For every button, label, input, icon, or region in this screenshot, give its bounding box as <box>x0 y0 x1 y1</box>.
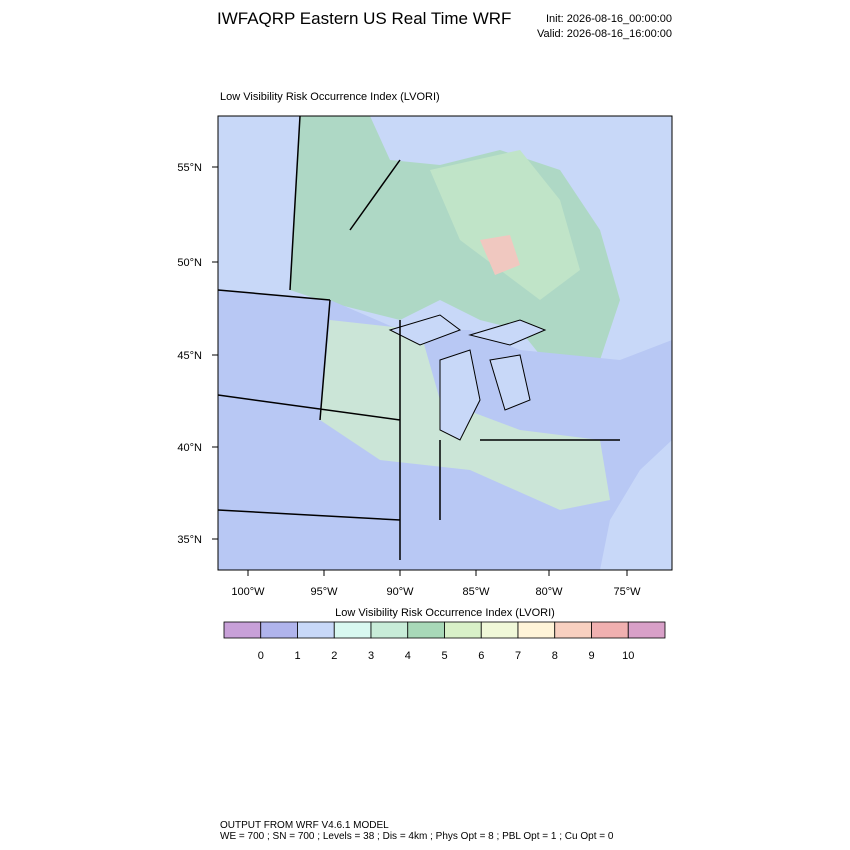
colorbar-box <box>297 621 335 639</box>
lake <box>468 319 547 346</box>
colorbar-box <box>627 621 666 639</box>
colorbar-label: 4 <box>405 650 411 662</box>
lat-label: 35°N <box>177 534 202 546</box>
lat-label: 40°N <box>177 442 202 454</box>
colorbar-box <box>517 621 556 639</box>
colorbar-label: 6 <box>478 650 484 662</box>
lon-label: 95°W <box>310 586 338 598</box>
lat-label: 55°N <box>177 162 202 174</box>
footer-line: WE = 700 ; SN = 700 ; Levels = 38 ; Dis … <box>220 831 614 842</box>
colorbar-label: 5 <box>441 650 447 662</box>
colorbar-box <box>480 621 519 639</box>
colorbar-label: 1 <box>294 650 300 662</box>
colorbar-box <box>554 621 592 639</box>
lake <box>489 354 531 411</box>
footer-line: OUTPUT FROM WRF V4.6.1 MODEL <box>220 820 389 831</box>
colorbar: 0 1 2 3 4 5 6 7 8 9 10 <box>223 621 666 662</box>
colorbar-box <box>223 621 262 639</box>
colorbar-label: 2 <box>331 650 337 662</box>
map-frame <box>217 115 673 571</box>
colorbar-box <box>333 621 372 639</box>
lon-label: 85°W <box>462 586 490 598</box>
init-time: Init: 2026-08-16_00:00:00 <box>546 13 672 25</box>
lat-label: 45°N <box>177 350 202 362</box>
colorbar-title: Low Visibility Risk Occurrence Index (LV… <box>335 607 555 619</box>
border <box>218 116 620 560</box>
hot-spot <box>480 235 520 275</box>
colorbar-label: 0 <box>258 650 264 662</box>
colorbar-box <box>444 621 482 639</box>
lake <box>439 349 481 441</box>
lon-label: 100°W <box>231 586 265 598</box>
colorbar-box <box>370 621 409 639</box>
lat-label: 50°N <box>177 257 202 269</box>
colorbar-box <box>407 621 445 639</box>
lon-label: 80°W <box>535 586 563 598</box>
colorbar-box <box>591 621 629 639</box>
lake <box>388 314 462 346</box>
colorbar-box <box>260 621 298 639</box>
colorbar-label: 10 <box>622 650 634 662</box>
land-shading <box>430 150 580 300</box>
map <box>217 115 673 571</box>
map-ticks: 55°N 50°N 45°N 40°N 35°N 100°W 95°W 90°W 85°W 80°… <box>177 162 641 598</box>
lon-label: 90°W <box>386 586 414 598</box>
colorbar-label: 3 <box>368 650 374 662</box>
map-label: Low Visibility Risk Occurrence Index (LV… <box>220 91 440 103</box>
colorbar-label: 8 <box>552 650 558 662</box>
valid-time: Valid: 2026-08-16_16:00:00 <box>537 28 672 40</box>
colorbar-label: 9 <box>588 650 594 662</box>
title: IWFAQRP Eastern US Real Time WRF <box>217 9 511 28</box>
colorbar-label: 7 <box>515 650 521 662</box>
lon-label: 75°W <box>613 586 641 598</box>
